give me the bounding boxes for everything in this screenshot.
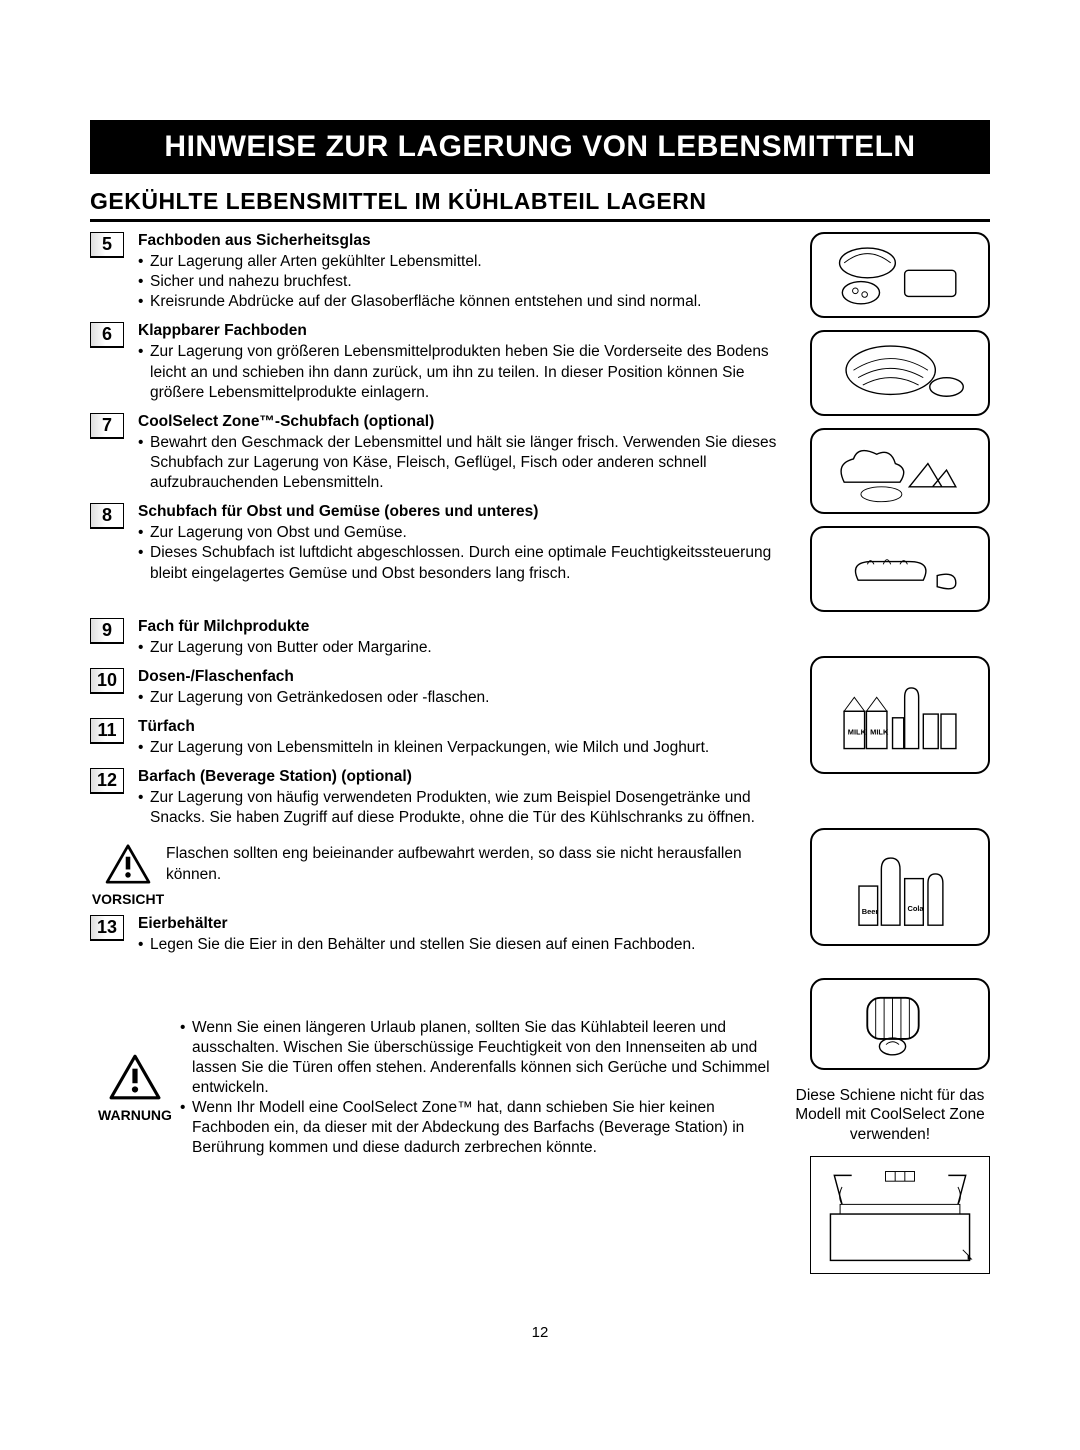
bullet: Bewahrt den Geschmack der Lebensmittel u… — [138, 433, 778, 493]
item-title: Dosen-/Flaschenfach — [138, 668, 778, 686]
number-badge: 9 — [90, 618, 124, 644]
bullet: Kreisrunde Abdrücke auf der Glasoberfläc… — [138, 292, 778, 312]
number-badge: 5 — [90, 232, 124, 258]
page-number: 12 — [90, 1324, 990, 1341]
svg-text:MILK: MILK — [848, 728, 867, 737]
illustration-rail-diagram — [810, 1156, 990, 1274]
item-body: Klappbarer Fachboden Zur Lagerung von grö… — [138, 322, 778, 402]
warning-text: Wenn Sie einen längeren Urlaub planen, s… — [180, 1018, 778, 1159]
left-column: 5 Fachboden aus Sicherheitsglas Zur Lageru… — [90, 232, 790, 1274]
caution-block: VORSICHT Flaschen sollten eng beieinande… — [90, 844, 778, 907]
item-bullets: Zur Lagerung aller Arten gekühlter Leben… — [138, 252, 778, 312]
item-10: 10 Dosen-/Flaschenfach Zur Lagerung von Ge… — [90, 668, 778, 708]
side-note: Diese Schiene nicht für das Modell mit C… — [790, 1086, 990, 1144]
item-7: 7 CoolSelect Zone™-Schubfach (optional) Be… — [90, 413, 778, 493]
item-6: 6 Klappbarer Fachboden Zur Lagerung von gr… — [90, 322, 778, 402]
illustration-shelf-food — [810, 232, 990, 318]
item-body: Türfach Zur Lagerung von Lebensmitteln in… — [138, 718, 778, 758]
illustration-beverage-station: Cola Beer — [810, 828, 990, 946]
warning-label: WARNUNG — [90, 1107, 180, 1123]
bullet: Sicher und nahezu bruchfest. — [138, 272, 778, 292]
number-badge: 8 — [90, 503, 124, 529]
warning-block: WARNUNG Wenn Sie einen längeren Urlaub p… — [90, 1018, 778, 1159]
illustration-coolselect — [810, 428, 990, 514]
item-title: Klappbarer Fachboden — [138, 322, 778, 340]
item-11: 11 Türfach Zur Lagerung von Lebensmitteln … — [90, 718, 778, 758]
caution-icon-col: VORSICHT — [90, 844, 166, 907]
item-bullets: Bewahrt den Geschmack der Lebensmittel u… — [138, 433, 778, 493]
bullet: Zur Lagerung aller Arten gekühlter Leben… — [138, 252, 778, 272]
number-badge: 7 — [90, 413, 124, 439]
warning-triangle-icon — [105, 844, 151, 884]
number-badge: 12 — [90, 768, 124, 794]
item-bullets: Zur Lagerung von größeren Lebensmittelpr… — [138, 342, 778, 402]
main-content: 5 Fachboden aus Sicherheitsglas Zur Lageru… — [90, 232, 990, 1274]
item-bullets: Legen Sie die Eier in den Behälter und s… — [138, 935, 778, 955]
item-body: Fach für Milchprodukte Zur Lagerung von B… — [138, 618, 778, 658]
item-body: Dosen-/Flaschenfach Zur Lagerung von Getr… — [138, 668, 778, 708]
item-body: CoolSelect Zone™-Schubfach (optional) Bew… — [138, 413, 778, 493]
bullet: Wenn Sie einen längeren Urlaub planen, s… — [180, 1018, 778, 1099]
item-body: Eierbehälter Legen Sie die Eier in den B… — [138, 915, 778, 955]
item-body: Barfach (Beverage Station) (optional) Zur… — [138, 768, 778, 828]
bullet: Wenn Ihr Modell eine CoolSelect Zone™ ha… — [180, 1098, 778, 1158]
bullet: Zur Lagerung von Lebensmitteln in kleine… — [138, 738, 778, 758]
warning-bullets: Wenn Sie einen längeren Urlaub planen, s… — [180, 1018, 778, 1159]
item-9: 9 Fach für Milchprodukte Zur Lagerung von … — [90, 618, 778, 658]
num-col: 7 — [90, 413, 138, 493]
num-col: 5 — [90, 232, 138, 312]
right-column: MILK MILK Cola Beer — [790, 232, 990, 1274]
page-title: HINWEISE ZUR LAGERUNG VON LEBENSMITTELN — [164, 130, 915, 163]
num-col: 13 — [90, 915, 138, 955]
item-bullets: Zur Lagerung von Butter oder Margarine. — [138, 638, 778, 658]
item-title: Türfach — [138, 718, 778, 736]
item-title: Fachboden aus Sicherheitsglas — [138, 232, 778, 250]
bullet: Zur Lagerung von häufig verwendeten Prod… — [138, 788, 778, 828]
bullet: Zur Lagerung von Obst und Gemüse. — [138, 523, 778, 543]
bullet: Legen Sie die Eier in den Behälter und s… — [138, 935, 778, 955]
bullet: Zur Lagerung von Getränkedosen oder -fla… — [138, 688, 778, 708]
item-bullets: Zur Lagerung von häufig verwendeten Prod… — [138, 788, 778, 828]
item-8: 8 Schubfach für Obst und Gemüse (oberes u… — [90, 503, 778, 583]
warning-icon-col: WARNUNG — [90, 1054, 180, 1123]
item-13: 13 Eierbehälter Legen Sie die Eier in de… — [90, 915, 778, 955]
num-col: 11 — [90, 718, 138, 758]
illustration-egg-container — [810, 978, 990, 1070]
number-badge: 6 — [90, 322, 124, 348]
number-badge: 11 — [90, 718, 124, 744]
warning-triangle-icon — [109, 1054, 161, 1100]
caution-text: Flaschen sollten eng beieinander aufbewa… — [166, 844, 778, 884]
item-body: Fachboden aus Sicherheitsglas Zur Lagerun… — [138, 232, 778, 312]
svg-text:Cola: Cola — [907, 904, 924, 913]
number-badge: 13 — [90, 915, 124, 941]
illustration-dairy-door: MILK MILK — [810, 656, 990, 774]
svg-text:Beer: Beer — [862, 907, 879, 916]
page-title-bar: HINWEISE ZUR LAGERUNG VON LEBENSMITTELN — [90, 120, 990, 174]
bullet: Dieses Schubfach ist luftdicht abgeschlo… — [138, 543, 778, 583]
num-col: 8 — [90, 503, 138, 583]
num-col: 6 — [90, 322, 138, 402]
bullet: Zur Lagerung von größeren Lebensmittelpr… — [138, 342, 778, 402]
bullet: Zur Lagerung von Butter oder Margarine. — [138, 638, 778, 658]
item-bullets: Zur Lagerung von Obst und Gemüse.Dieses … — [138, 523, 778, 583]
num-col: 9 — [90, 618, 138, 658]
item-bullets: Zur Lagerung von Getränkedosen oder -fla… — [138, 688, 778, 708]
number-badge: 10 — [90, 668, 124, 694]
num-col: 12 — [90, 768, 138, 828]
item-12: 12 Barfach (Beverage Station) (optional) Z… — [90, 768, 778, 828]
item-title: Eierbehälter — [138, 915, 778, 933]
illustration-foldable-shelf — [810, 330, 990, 416]
item-body: Schubfach für Obst und Gemüse (oberes un… — [138, 503, 778, 583]
item-title: Schubfach für Obst und Gemüse (oberes un… — [138, 503, 778, 521]
item-bullets: Zur Lagerung von Lebensmitteln in kleine… — [138, 738, 778, 758]
svg-text:MILK: MILK — [870, 728, 889, 737]
illustration-produce-drawer — [810, 526, 990, 612]
item-title: CoolSelect Zone™-Schubfach (optional) — [138, 413, 778, 431]
caution-label: VORSICHT — [90, 891, 166, 907]
num-col: 10 — [90, 668, 138, 708]
item-title: Barfach (Beverage Station) (optional) — [138, 768, 778, 786]
section-subtitle: GEKÜHLTE LEBENSMITTEL IM KÜHLABTEIL LAGE… — [90, 188, 990, 222]
item-5: 5 Fachboden aus Sicherheitsglas Zur Lageru… — [90, 232, 778, 312]
item-title: Fach für Milchprodukte — [138, 618, 778, 636]
